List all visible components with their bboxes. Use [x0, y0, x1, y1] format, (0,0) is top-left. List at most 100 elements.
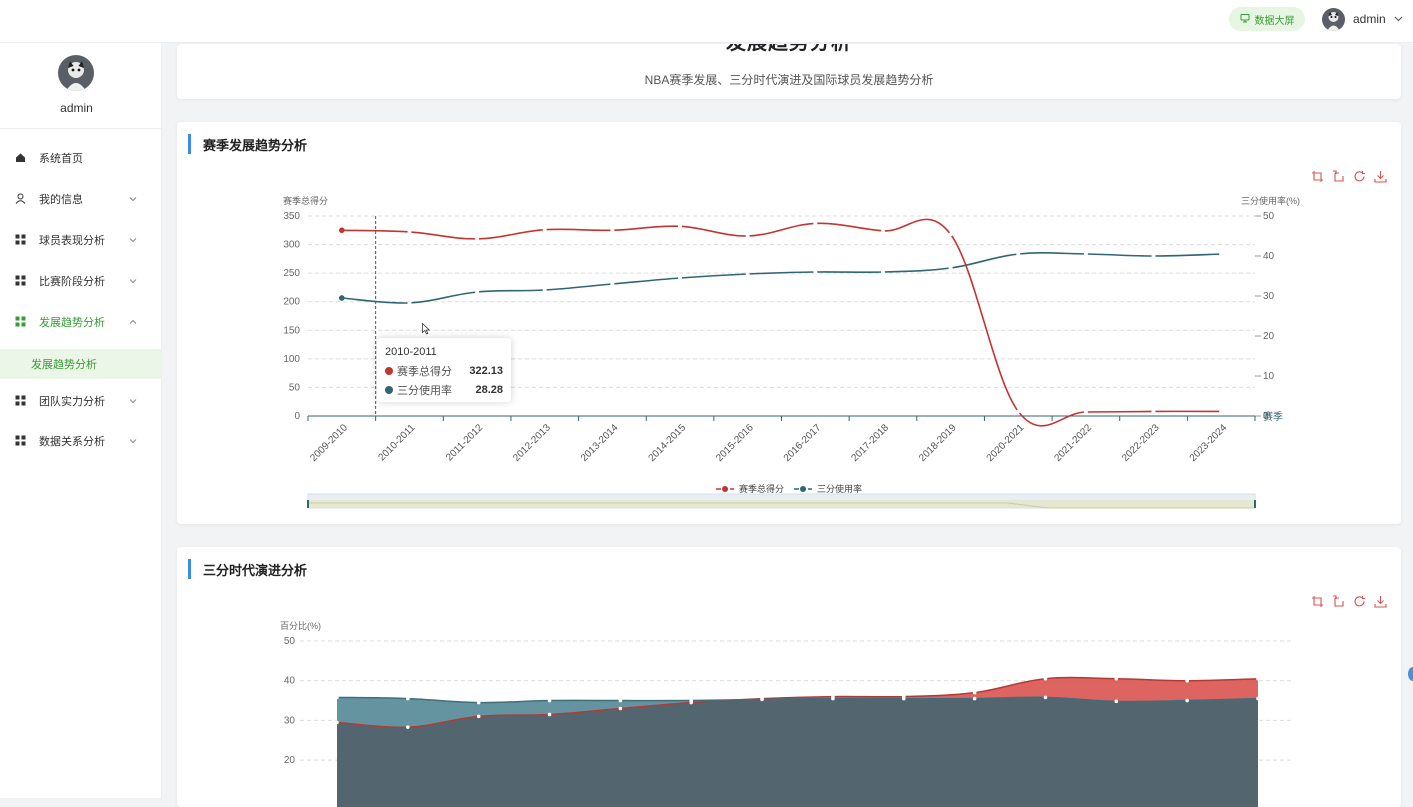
- home-icon: [15, 152, 26, 163]
- data-point: [745, 271, 750, 277]
- section-title: 赛季发展趋势分析: [203, 138, 308, 153]
- three-point-evolution-card: 三分时代演进分析 20 30 40 50 百分比(%): [177, 547, 1401, 807]
- monitor-icon: [1240, 13, 1250, 26]
- divider: [0, 128, 161, 129]
- sidebar-subitem-label: 发展趋势分析: [31, 359, 97, 371]
- tooltip-value: 28.28: [475, 384, 503, 396]
- data-point: [677, 275, 683, 281]
- data-point: [1185, 698, 1189, 703]
- x-tick-label: 2017-2018: [849, 422, 891, 464]
- data-point: [813, 269, 818, 275]
- data-point: [338, 295, 345, 301]
- zoom-icon[interactable]: [1311, 595, 1324, 608]
- sidebar-item-data-relation[interactable]: 数据关系分析: [0, 421, 161, 461]
- data-zoom-preview-line: [308, 502, 1255, 509]
- sidebar-item-player-performance[interactable]: 球员表现分析: [0, 220, 161, 260]
- sidebar-item-label: 我的信息: [39, 194, 83, 206]
- data-point: [547, 712, 552, 717]
- data-point: [610, 281, 615, 287]
- data-point: [901, 696, 906, 701]
- series-line: [336, 676, 1259, 729]
- y-tick-label: 0: [294, 411, 300, 422]
- three-point-area-chart: 20 30 40 50 百分比(%): [280, 620, 1293, 807]
- data-point: [1151, 253, 1156, 259]
- data-point: [1185, 678, 1189, 683]
- restore-icon[interactable]: [1353, 595, 1366, 608]
- mouse-cursor-icon: [422, 322, 431, 335]
- y-right-tick-label: 50: [1263, 211, 1275, 222]
- y-right-tick-label: 0: [1263, 411, 1269, 422]
- sidebar-item-label: 系统首页: [39, 153, 83, 165]
- download-icon[interactable]: [1374, 595, 1387, 608]
- data-point: [880, 269, 886, 275]
- user-icon: [15, 193, 26, 204]
- legend-dot: [385, 367, 393, 375]
- data-point: [880, 228, 886, 233]
- legend-marker: [722, 486, 728, 492]
- y-right-tick-label: 40: [1263, 251, 1275, 262]
- tooltip-value: 322.13: [469, 365, 503, 377]
- sidebar-item-development-trend[interactable]: 发展趋势分析: [0, 302, 161, 342]
- chevron-down-icon: [129, 194, 137, 202]
- data-point: [745, 233, 750, 239]
- chevron-down-icon: [129, 396, 137, 404]
- section-title: 三分时代演进分析: [203, 563, 308, 578]
- sidebar-item-label: 比赛阶段分析: [39, 276, 105, 288]
- grid-icon: [15, 275, 26, 286]
- grid-icon: [15, 395, 26, 406]
- data-zoom-selection: [308, 500, 1255, 508]
- x-axis-title: 赛季: [1263, 410, 1283, 423]
- data-point: [406, 725, 410, 729]
- data-point: [677, 224, 683, 229]
- y-tick-label: 350: [283, 211, 300, 222]
- data-point: [407, 300, 412, 305]
- sidebar: admin 系统首页 我的信息 球员表现分析 比赛阶段分析 发展趋势分析 发展趋…: [0, 43, 162, 798]
- data-point: [542, 287, 547, 293]
- data-zoom-handle: [307, 500, 309, 508]
- restore-icon[interactable]: [1353, 170, 1366, 183]
- data-point: [972, 690, 977, 695]
- chart-toolbox: [1311, 595, 1387, 608]
- section-accent-bar: [188, 559, 191, 579]
- sidebar-subitem-development-trend[interactable]: 发展趋势分析: [0, 349, 161, 379]
- data-point: [407, 229, 412, 234]
- y-tick-label: 200: [283, 297, 300, 308]
- x-tick-label: 2009-2010: [308, 422, 350, 464]
- data-point: [1114, 676, 1119, 681]
- data-screen-button[interactable]: 数据大屏: [1229, 7, 1305, 31]
- floating-handle[interactable]: [1408, 667, 1413, 681]
- data-point: [475, 289, 480, 295]
- zoom-reset-icon[interactable]: [1332, 170, 1345, 183]
- data-point: [831, 696, 835, 701]
- sidebar-user-name: admin: [60, 101, 93, 115]
- sidebar-item-team-strength[interactable]: 团队实力分析: [0, 381, 161, 421]
- sidebar-item-my-info[interactable]: 我的信息: [0, 179, 161, 219]
- y-right-axis-title: 三分使用率(%): [1241, 195, 1300, 206]
- data-point: [1043, 676, 1048, 681]
- data-point: [689, 698, 694, 703]
- zoom-reset-icon[interactable]: [1332, 595, 1345, 608]
- x-tick-label: 2013-2014: [579, 422, 621, 464]
- sidebar-item-label: 发展趋势分析: [39, 317, 105, 329]
- x-tick-label: 2011-2012: [444, 422, 485, 463]
- legend-marker: [800, 486, 806, 492]
- chevron-down-icon: [129, 276, 137, 284]
- data-point: [338, 227, 345, 234]
- sidebar-item-game-stage[interactable]: 比赛阶段分析: [0, 261, 161, 301]
- data-point: [1016, 251, 1021, 257]
- y-tick-label: 50: [289, 382, 301, 393]
- download-icon[interactable]: [1374, 170, 1387, 183]
- zoom-icon[interactable]: [1311, 170, 1324, 183]
- data-point: [618, 706, 623, 711]
- grid-icon: [15, 234, 26, 245]
- sidebar-item-label: 数据关系分析: [39, 436, 105, 448]
- x-tick-label: 2010-2011: [377, 422, 418, 463]
- user-menu[interactable]: admin: [1322, 7, 1403, 31]
- sidebar-item-home[interactable]: 系统首页: [0, 138, 161, 178]
- legend-dot: [385, 386, 393, 394]
- data-point: [476, 714, 481, 719]
- data-point: [1114, 699, 1119, 704]
- data-point: [475, 236, 480, 241]
- y-tick-label: 50: [284, 636, 296, 647]
- data-point: [1151, 409, 1156, 414]
